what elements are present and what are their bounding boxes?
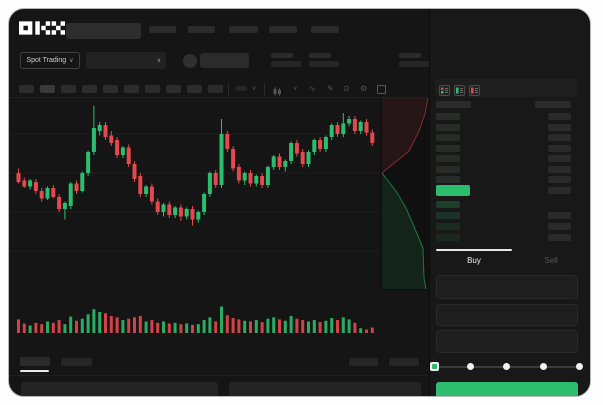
bid-amount[interactable] bbox=[548, 234, 571, 241]
chevron-down-icon: ∨ bbox=[156, 57, 161, 64]
ticker-stat-label bbox=[399, 53, 421, 58]
price-input[interactable] bbox=[436, 275, 578, 299]
bid-price[interactable] bbox=[436, 223, 460, 230]
slider-stop-50[interactable] bbox=[503, 363, 510, 370]
bid-price[interactable] bbox=[436, 201, 460, 208]
nav-item-placeholder[interactable] bbox=[229, 26, 258, 33]
okx-logo[interactable] bbox=[19, 21, 65, 35]
ticker-stat-value bbox=[309, 61, 339, 67]
ask-price[interactable] bbox=[436, 134, 460, 141]
ask-amount[interactable] bbox=[548, 144, 571, 152]
search-input[interactable] bbox=[66, 23, 141, 39]
market-type-dropdown[interactable]: Spot Trading ∨ bbox=[20, 52, 80, 69]
ask-price[interactable] bbox=[436, 165, 460, 173]
orderbook-combined-view-icon[interactable] bbox=[439, 83, 450, 96]
timeframe-button[interactable] bbox=[166, 85, 181, 93]
toolbar-divider bbox=[264, 83, 265, 95]
last-price-amount[interactable] bbox=[548, 187, 571, 194]
chart-scale-control[interactable] bbox=[389, 358, 419, 366]
buy-tab-indicator bbox=[436, 249, 512, 251]
ask-price[interactable] bbox=[436, 123, 460, 131]
percent-slider-handle[interactable] bbox=[430, 362, 439, 371]
settings-icon[interactable]: ⚙ bbox=[360, 84, 368, 93]
active-tab-underline bbox=[20, 370, 49, 372]
indicator-icon[interactable] bbox=[236, 86, 247, 91]
orderbook-amount-header bbox=[535, 101, 571, 108]
ticker-stat-label bbox=[271, 53, 293, 58]
ask-amount[interactable] bbox=[548, 123, 571, 131]
chevron-down-icon[interactable]: ∨ bbox=[252, 86, 257, 92]
bid-price[interactable] bbox=[436, 234, 460, 241]
orderbook-price-header bbox=[436, 101, 471, 108]
nav-item-placeholder[interactable] bbox=[149, 26, 176, 33]
orderbook-bids-view-icon[interactable] bbox=[454, 83, 465, 96]
buy-submit-button[interactable] bbox=[436, 382, 578, 396]
bottom-panel-placeholder bbox=[229, 382, 421, 396]
ask-amount[interactable] bbox=[548, 134, 571, 141]
toolbar-divider bbox=[228, 83, 229, 95]
ticker-stat-value bbox=[399, 61, 429, 67]
timeframe-button[interactable] bbox=[208, 85, 223, 93]
timeframe-button[interactable] bbox=[187, 85, 202, 93]
timeframe-button[interactable] bbox=[124, 85, 139, 93]
ask-amount[interactable] bbox=[548, 165, 571, 173]
chart-bottom-tab-active[interactable] bbox=[20, 357, 50, 366]
ask-amount[interactable] bbox=[548, 155, 571, 162]
total-input[interactable] bbox=[436, 330, 578, 353]
pair-selector-dropdown[interactable]: ∨ bbox=[86, 52, 166, 69]
slider-handle-fill bbox=[432, 364, 437, 369]
timeframe-button[interactable] bbox=[40, 85, 55, 93]
draw-tool-icon[interactable]: ✎ bbox=[327, 84, 334, 93]
nav-item-placeholder[interactable] bbox=[188, 26, 215, 33]
ask-price[interactable] bbox=[436, 144, 460, 152]
sell-tab[interactable]: Sell bbox=[518, 251, 584, 269]
ask-price[interactable] bbox=[436, 155, 460, 162]
chart-column: ∨ ∨ ∿ ✎ ⊙ ⚙ bbox=[9, 9, 429, 396]
app-window: Spot Trading ∨ ∨ ∨ bbox=[8, 8, 591, 397]
ticker-stat-value bbox=[271, 61, 301, 67]
slider-stop-100[interactable] bbox=[576, 363, 583, 370]
toolbar-bottom-divider bbox=[9, 97, 429, 98]
ask-amount[interactable] bbox=[548, 176, 571, 183]
buy-tab-label: Buy bbox=[467, 255, 481, 265]
avatar[interactable] bbox=[183, 54, 197, 68]
nav-item-placeholder[interactable] bbox=[311, 26, 339, 33]
timeframe-button[interactable] bbox=[103, 85, 118, 93]
slider-stop-25[interactable] bbox=[467, 363, 474, 370]
ask-price[interactable] bbox=[436, 176, 460, 183]
fullscreen-icon[interactable] bbox=[377, 85, 386, 94]
camera-icon[interactable]: ⊙ bbox=[343, 84, 350, 93]
sell-tab-label: Sell bbox=[544, 255, 558, 265]
ticker-stat-label bbox=[309, 53, 331, 58]
timeframe-button[interactable] bbox=[82, 85, 97, 93]
bid-price[interactable] bbox=[436, 212, 460, 219]
bid-amount[interactable] bbox=[548, 212, 571, 219]
bottom-panel-placeholder bbox=[21, 382, 218, 396]
market-type-label: Spot Trading bbox=[26, 57, 67, 64]
candle-type-icon[interactable] bbox=[272, 84, 282, 102]
timeframe-button[interactable] bbox=[19, 85, 34, 93]
bid-amount[interactable] bbox=[548, 223, 571, 230]
chevron-down-icon: ∨ bbox=[69, 57, 74, 64]
amount-input[interactable] bbox=[436, 304, 578, 326]
buy-tab[interactable]: Buy bbox=[436, 251, 512, 269]
percent-slider-track[interactable] bbox=[438, 366, 583, 368]
nav-item-placeholder[interactable] bbox=[269, 26, 297, 33]
action-button-placeholder[interactable] bbox=[200, 53, 249, 68]
chart-scale-control[interactable] bbox=[349, 358, 378, 366]
ask-price[interactable] bbox=[436, 113, 460, 120]
ask-amount[interactable] bbox=[548, 113, 571, 120]
orderbook-panel: Buy Sell bbox=[429, 9, 590, 396]
candlestick-chart[interactable] bbox=[9, 98, 429, 342]
orderbook-asks-view-icon[interactable] bbox=[469, 83, 480, 96]
chart-bottom-tab[interactable] bbox=[61, 358, 92, 366]
timeframe-button[interactable] bbox=[145, 85, 160, 93]
line-tool-icon[interactable]: ∿ bbox=[309, 84, 316, 93]
slider-stop-75[interactable] bbox=[540, 363, 547, 370]
timeframe-button[interactable] bbox=[61, 85, 76, 93]
tabs-bottom-divider bbox=[9, 375, 429, 376]
last-price-highlight[interactable] bbox=[436, 185, 470, 196]
chevron-down-icon[interactable]: ∨ bbox=[293, 86, 298, 92]
